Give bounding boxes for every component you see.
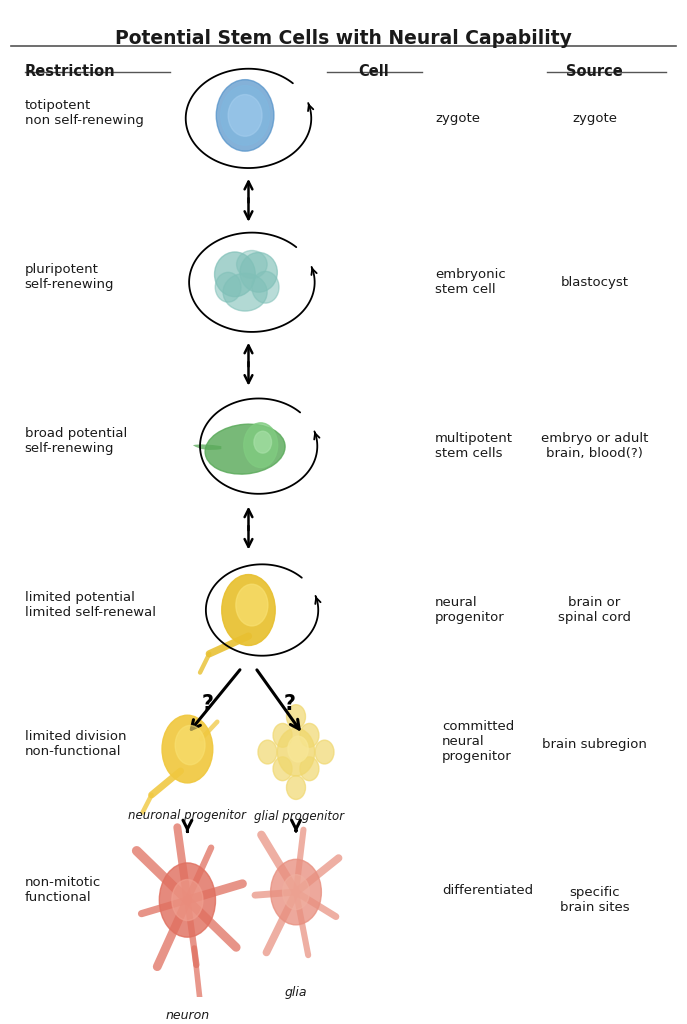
Text: Cell: Cell: [359, 63, 390, 79]
Ellipse shape: [271, 859, 322, 925]
Text: glia: glia: [284, 986, 307, 999]
Ellipse shape: [222, 574, 275, 645]
Ellipse shape: [228, 94, 262, 136]
Ellipse shape: [288, 736, 308, 762]
Ellipse shape: [175, 725, 205, 765]
Text: broad potential
self-renewing: broad potential self-renewing: [25, 427, 127, 456]
Text: limited division
non-functional: limited division non-functional: [25, 730, 126, 758]
Text: neuron: neuron: [166, 1010, 210, 1022]
Ellipse shape: [216, 80, 274, 152]
PathPatch shape: [193, 444, 221, 450]
Text: blastocyst: blastocyst: [561, 275, 629, 289]
Ellipse shape: [236, 251, 267, 279]
Text: pluripotent
self-renewing: pluripotent self-renewing: [25, 263, 114, 291]
Text: brain or
spinal cord: brain or spinal cord: [558, 596, 631, 624]
Text: glial progenitor: glial progenitor: [254, 810, 344, 822]
Ellipse shape: [278, 728, 315, 776]
Ellipse shape: [258, 740, 277, 764]
Text: ?: ?: [283, 694, 295, 715]
Text: limited potential
limited self-renewal: limited potential limited self-renewal: [25, 591, 155, 620]
Ellipse shape: [244, 423, 278, 468]
Ellipse shape: [159, 863, 216, 937]
Text: embryonic
stem cell: embryonic stem cell: [435, 268, 506, 296]
Text: non-mitotic
functional: non-mitotic functional: [25, 877, 101, 904]
Ellipse shape: [172, 880, 203, 921]
Ellipse shape: [223, 273, 267, 311]
Ellipse shape: [273, 723, 292, 748]
Text: Potential Stem Cells with Neural Capability: Potential Stem Cells with Neural Capabil…: [115, 29, 572, 48]
Text: zygote: zygote: [435, 112, 480, 125]
Ellipse shape: [300, 723, 319, 748]
Text: brain subregion: brain subregion: [542, 737, 647, 751]
Ellipse shape: [273, 757, 292, 780]
Text: embryo or adult
brain, blood(?): embryo or adult brain, blood(?): [541, 432, 649, 460]
Text: ?: ?: [202, 694, 214, 715]
Text: totipotent
non self-renewing: totipotent non self-renewing: [25, 99, 144, 127]
Ellipse shape: [236, 585, 268, 626]
Ellipse shape: [300, 757, 319, 780]
Text: specific
brain sites: specific brain sites: [560, 886, 629, 914]
Ellipse shape: [240, 253, 278, 292]
Ellipse shape: [214, 252, 256, 297]
Text: multipotent
stem cells: multipotent stem cells: [435, 432, 513, 460]
Text: Restriction: Restriction: [25, 63, 115, 79]
Text: committed
neural
progenitor: committed neural progenitor: [442, 720, 514, 763]
Ellipse shape: [282, 874, 309, 909]
Text: neuronal progenitor: neuronal progenitor: [128, 809, 247, 821]
Ellipse shape: [221, 86, 269, 145]
Text: Source: Source: [566, 63, 623, 79]
Ellipse shape: [286, 705, 306, 728]
Text: zygote: zygote: [572, 112, 617, 125]
Ellipse shape: [254, 431, 271, 453]
Text: differentiated: differentiated: [442, 884, 533, 897]
Text: neural
progenitor: neural progenitor: [435, 596, 505, 624]
Ellipse shape: [162, 715, 213, 783]
Ellipse shape: [315, 740, 334, 764]
Ellipse shape: [215, 272, 241, 302]
Ellipse shape: [286, 775, 306, 800]
Ellipse shape: [252, 271, 279, 303]
Ellipse shape: [205, 424, 285, 474]
